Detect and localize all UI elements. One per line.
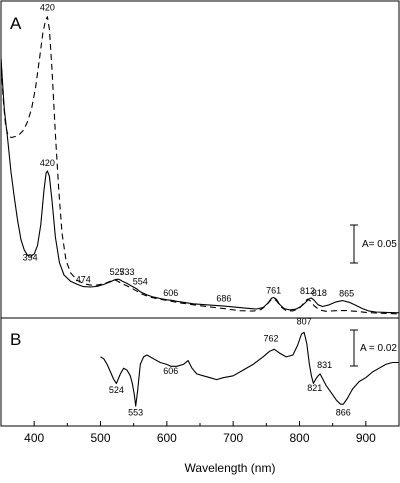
- panel-a-peak-label: 394: [23, 252, 38, 262]
- x-tick-label: 700: [223, 431, 243, 445]
- panel-a-solid-trace: [0, 58, 400, 314]
- panel-b-label: B: [10, 330, 21, 349]
- panel-b-peak-label: 762: [263, 334, 278, 344]
- panel-a-peak-label: 818: [312, 288, 327, 298]
- x-tick-label: 500: [90, 431, 110, 445]
- panel-b-peak-label: 866: [336, 408, 351, 418]
- panel-a-peak-label: 420: [40, 2, 55, 12]
- x-axis: 400 500 600 700 800 900: [0, 421, 400, 445]
- panel-a-peak-label: 474: [76, 275, 91, 285]
- x-tick-label: 900: [356, 431, 376, 445]
- panel-b-peak-label: 606: [163, 366, 178, 376]
- panel-b-peak-label: 553: [128, 408, 143, 418]
- panel-b-solid-trace: [100, 331, 399, 407]
- panel-b-peak-label: 807: [297, 317, 312, 327]
- x-tick-label: 600: [157, 431, 177, 445]
- x-axis-title: Wavelength (nm): [185, 461, 276, 475]
- x-tick-label: 400: [24, 431, 44, 445]
- x-tick-label: 800: [289, 431, 309, 445]
- panel-b-peak-label: 831: [317, 360, 332, 370]
- panel-a-peak-label: 527: [110, 267, 125, 277]
- panel-b-peak-label: 821: [307, 383, 322, 393]
- panel-b: B 524 553 606 762 807 831 821 866 A = 0.02: [10, 317, 399, 418]
- panel-a-peak-label: 533: [119, 267, 134, 277]
- panel-a-scale-label: A= 0.05: [362, 239, 397, 250]
- panel-a-peak-label: 686: [216, 293, 231, 303]
- panel-a-label: A: [10, 14, 22, 33]
- panel-a-dashed-trace: [0, 16, 400, 315]
- panel-b-peak-label: 524: [109, 385, 124, 395]
- panel-a-peak-label: 761: [266, 285, 281, 295]
- panel-a-peak-label: 865: [339, 289, 354, 299]
- panel-b-scale-bar: A = 0.02: [350, 329, 397, 367]
- panel-a-peak-label: 606: [163, 288, 178, 298]
- plot-frame: [0, 0, 400, 427]
- panel-a-scale-bar: A= 0.05: [350, 224, 397, 264]
- panel-a-peak-label: 420: [40, 158, 55, 168]
- panel-a-peak-label: 554: [133, 276, 148, 286]
- panel-a-peak-label: 812: [300, 286, 315, 296]
- panel-b-scale-label: A = 0.02: [360, 343, 397, 354]
